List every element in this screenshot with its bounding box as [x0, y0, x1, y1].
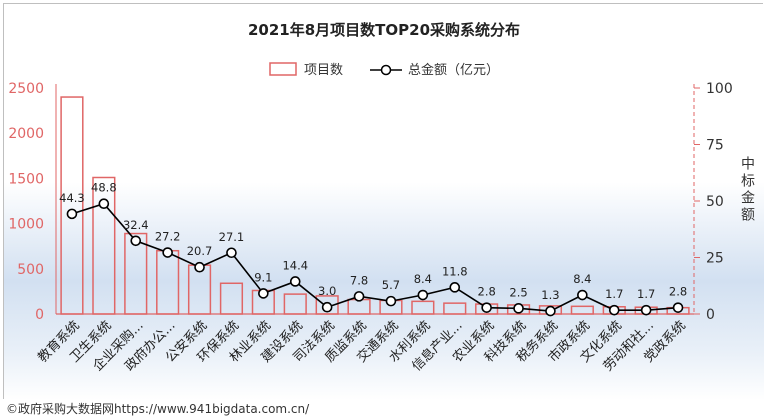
- amount-point: [162, 247, 173, 258]
- right-tick-label: 75: [706, 138, 724, 154]
- bar-水利系统: [411, 300, 435, 315]
- amount-point: [321, 301, 333, 313]
- amount-data-label: 11.8: [442, 264, 468, 278]
- amount-data-label: 3.0: [318, 284, 336, 298]
- amount-point: [353, 291, 365, 302]
- right-tick-label: 50: [706, 194, 724, 210]
- legend-bar-label: 项目数: [304, 63, 343, 78]
- chart-title: 2021年8月项目数TOP20采购系统分布: [248, 21, 520, 39]
- right-tick-label: 25: [706, 251, 724, 267]
- right-axis-title-char: 金: [741, 191, 755, 207]
- bar-教育系统: [60, 96, 84, 315]
- amount-line: 44.3 48.8 32.4 27.2 20.7 27.1 9.1 14.4 3.0 7.8 5.7…: [59, 181, 687, 317]
- amount-data-label: 8.4: [414, 272, 432, 286]
- amount-data-label: 14.4: [282, 258, 308, 272]
- chart-frame: 2021年8月项目数TOP20采购系统分布 项目数 总金额（亿元） 中标金额 0…: [3, 3, 764, 400]
- amount-data-label: 2.8: [669, 285, 687, 299]
- bar-卫生系统: [92, 176, 116, 315]
- right-tick-label: 100: [706, 81, 733, 97]
- amount-data-label: 48.8: [91, 181, 117, 195]
- bar-司法系统: [315, 295, 339, 315]
- amount-polyline: [71, 202, 679, 312]
- amount-point: [608, 304, 620, 316]
- amount-point: [289, 276, 301, 287]
- legend-line-label: 总金额（亿元）: [408, 62, 499, 78]
- bar-企业采购...: [124, 232, 148, 315]
- amount-data-label: 2.5: [509, 285, 527, 299]
- legend-line-marker: [380, 64, 392, 76]
- left-tick-label: 500: [17, 262, 44, 278]
- bar-市政系统: [570, 305, 594, 315]
- amount-data-label: 9.1: [254, 270, 272, 284]
- left-tick-label: 0: [35, 307, 44, 323]
- amount-data-label: 1.7: [605, 287, 623, 301]
- amount-point: [545, 305, 556, 317]
- right-axis-title-char: 中: [741, 157, 755, 173]
- amount-data-label: 32.4: [123, 218, 149, 232]
- legend-bar-swatch: [269, 62, 297, 76]
- left-tick-label: 2000: [8, 126, 44, 142]
- amount-point: [449, 282, 461, 293]
- amount-data-label: 27.2: [155, 230, 181, 244]
- right-axis-title-char: 额: [741, 208, 755, 224]
- right-axis-title: 中标金额: [741, 157, 755, 224]
- amount-data-label: 5.7: [382, 278, 400, 292]
- amount-point: [672, 302, 684, 313]
- bar-环保系统: [219, 282, 244, 315]
- legend: 项目数 总金额（亿元）: [269, 62, 499, 78]
- amount-point: [417, 289, 429, 301]
- left-tick-label: 1500: [8, 171, 44, 187]
- left-tick-label: 1000: [8, 217, 44, 233]
- footer-source: ©政府采购大数据网https://www.941bigdata.com.cn/: [6, 402, 310, 416]
- amount-data-label: 8.4: [573, 272, 591, 286]
- amount-point: [66, 208, 78, 220]
- amount-data-label: 20.7: [187, 244, 213, 258]
- amount-data-label: 27.1: [219, 230, 245, 244]
- amount-data-label: 2.8: [478, 285, 496, 299]
- chart: 2021年8月项目数TOP20采购系统分布 项目数 总金额（亿元） 中标金额 0…: [4, 4, 764, 400]
- amount-point: [385, 295, 397, 307]
- amount-point: [640, 304, 652, 316]
- right-axis-title-char: 标: [741, 174, 755, 190]
- amount-point: [577, 289, 588, 301]
- bar-建设系统: [283, 293, 307, 315]
- left-tick-label: 2500: [8, 81, 44, 97]
- amount-point: [98, 198, 110, 210]
- right-tick-label: 0: [706, 307, 715, 323]
- amount-point: [130, 235, 142, 247]
- amount-point: [226, 247, 237, 259]
- amount-data-label: 1.7: [637, 287, 655, 301]
- amount-point: [481, 302, 492, 313]
- amount-point: [194, 261, 205, 273]
- amount-data-label: 1.3: [541, 288, 559, 302]
- bar-信息产业...: [443, 302, 467, 315]
- amount-point: [258, 288, 269, 299]
- amount-data-label: 7.8: [350, 273, 368, 287]
- amount-data-label: 44.3: [59, 191, 85, 205]
- amount-point: [513, 303, 524, 314]
